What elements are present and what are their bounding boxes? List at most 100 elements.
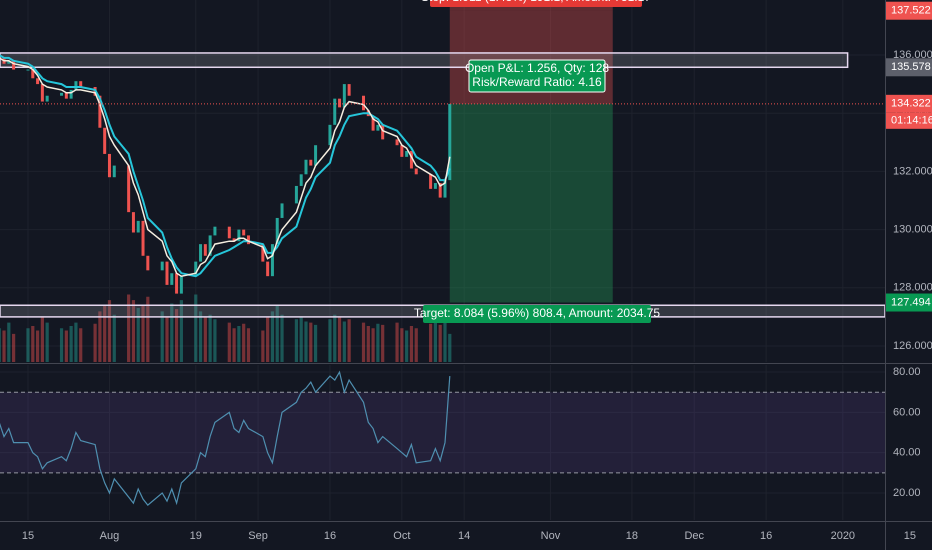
candle-body [165, 261, 169, 285]
ma-slow-line [0, 54, 451, 278]
candle-body [208, 235, 212, 256]
candle-body [146, 255, 150, 271]
volume-bar [93, 323, 97, 362]
candle-body [45, 95, 49, 102]
x-tick-label: 15 [22, 530, 34, 542]
stop-label: Stop: 1.911 (1.43%) 191.1, Amount: 731.1… [421, 0, 651, 4]
volume-bar [304, 321, 308, 362]
candle-body [405, 151, 409, 157]
volume-bar [208, 314, 212, 362]
y-tick-label: 40.00 [893, 447, 921, 459]
volume-bar [433, 321, 438, 362]
candle-body [280, 203, 284, 218]
volume-bar [270, 311, 275, 362]
volume-bar [443, 319, 447, 362]
candle-body [136, 220, 140, 233]
volume-bar [299, 317, 303, 362]
candle-body [98, 95, 102, 128]
volume-bar [246, 328, 251, 362]
volume-bar [376, 323, 380, 362]
stop-price: 137.522 [891, 5, 931, 17]
rr-label: Risk/Reward Ratio: 4.16 [472, 75, 602, 89]
candle-body [60, 92, 64, 96]
x-tick-label: 19 [190, 530, 202, 542]
candle-body [376, 124, 380, 131]
candle-body [170, 273, 174, 285]
volume-bar [40, 317, 44, 362]
zone [0, 52, 849, 69]
candle-body [371, 116, 375, 131]
volume-bar [448, 333, 452, 362]
volume-bar [26, 328, 30, 362]
volume-bar [174, 309, 179, 362]
target-price: 127.494 [891, 296, 931, 308]
candle-body [107, 153, 111, 178]
volume-bar [146, 296, 150, 362]
x-tick-label: Oct [393, 530, 410, 542]
candle-body [328, 124, 332, 146]
candle-body [270, 244, 274, 277]
zone-price: 135.578 [891, 61, 931, 73]
candle-body [342, 84, 346, 108]
volume-bar [405, 330, 409, 362]
entry-price-box [886, 94, 932, 113]
volume-bar [131, 300, 136, 362]
target-label-box [423, 305, 651, 323]
countdown: 01:14:16 [891, 115, 932, 127]
volume-bar [366, 326, 370, 362]
volume-bar [107, 300, 112, 362]
candle-body [333, 98, 337, 125]
candle-body [275, 217, 279, 245]
volume-bar [313, 324, 318, 362]
volume-bar [328, 319, 332, 362]
volume-bar [294, 319, 299, 362]
volume-bar [170, 303, 174, 362]
stop-price-box [886, 1, 932, 20]
candle-body [127, 165, 131, 213]
candle-body [314, 145, 318, 166]
volume-bar [266, 317, 270, 362]
rsi-line [0, 370, 451, 506]
volume-bar [395, 322, 399, 362]
candle-body [12, 60, 16, 70]
volume-bar [203, 317, 207, 362]
volume-bar [414, 328, 418, 362]
candle-body [414, 168, 418, 175]
candle-body [429, 174, 433, 189]
volume-bar [45, 322, 49, 362]
volume-bar [2, 330, 6, 362]
candle-body [74, 81, 78, 90]
candle-body [304, 159, 308, 175]
target-zone [449, 103, 613, 303]
candle-body [203, 244, 207, 256]
candle-body [294, 185, 298, 204]
y-tick-label: 136.000 [893, 49, 932, 61]
volume-bar [429, 323, 433, 362]
candle-body [64, 92, 68, 99]
candle-body [448, 103, 452, 181]
x-tick-label: 18 [626, 530, 638, 542]
volume-bar [0, 328, 1, 362]
candle-body [141, 220, 145, 256]
candle-body [232, 238, 236, 242]
volume-bar [337, 317, 342, 362]
volume-bar [381, 324, 385, 362]
candle-body [438, 183, 442, 198]
x-tick-label: 16 [324, 530, 336, 542]
volume-bar [35, 330, 40, 362]
volume-bar [400, 328, 404, 362]
volume-bar [409, 326, 414, 362]
candle-body [199, 244, 203, 262]
volume-bar [12, 333, 16, 362]
volume-bar [79, 328, 83, 362]
volume-bar [31, 326, 35, 362]
volume-bar [69, 326, 73, 362]
y-tick-label: 20.00 [893, 487, 921, 499]
candle-body [213, 226, 217, 236]
candle-body [175, 273, 179, 294]
target-price-box [886, 293, 932, 312]
y-tick-label: 126.000 [893, 340, 932, 352]
candle-body [309, 159, 313, 166]
candle-body [338, 98, 342, 108]
